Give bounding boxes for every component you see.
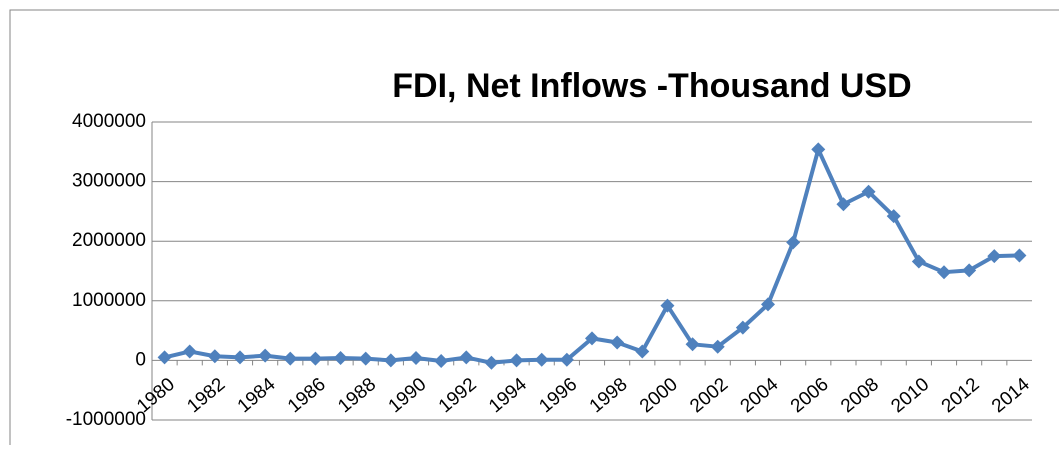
y-tick-label: 3000000 [72, 171, 146, 192]
point [233, 350, 247, 365]
y-tick-label: 1000000 [72, 290, 146, 311]
point [207, 349, 222, 364]
point [308, 351, 323, 366]
point [962, 263, 977, 278]
chart-frame [9, 9, 1059, 450]
point [182, 344, 197, 359]
point [509, 353, 524, 368]
point [434, 353, 449, 368]
point [157, 350, 172, 365]
point [987, 249, 1002, 264]
point [761, 297, 775, 312]
point [258, 348, 273, 363]
point [333, 351, 348, 366]
point [811, 142, 826, 157]
point [383, 353, 398, 368]
point [610, 335, 625, 350]
point [685, 337, 700, 352]
point [836, 197, 851, 212]
point [358, 351, 373, 366]
point [660, 298, 675, 313]
point [409, 351, 423, 366]
point [484, 355, 499, 370]
point [735, 320, 750, 335]
point [1012, 248, 1027, 263]
point [937, 265, 951, 280]
point [635, 344, 650, 359]
point [886, 209, 901, 224]
point [861, 184, 876, 199]
point [534, 352, 549, 367]
point [459, 350, 474, 365]
y-tick-label: -1000000 [66, 409, 146, 430]
point [911, 254, 926, 269]
y-tick-label: 2000000 [72, 230, 146, 251]
point [559, 352, 574, 367]
point [786, 235, 801, 250]
point [283, 351, 298, 366]
chart-title: FDI, Net Inflows -Thousand USD [392, 67, 911, 105]
y-tick-label: 4000000 [72, 111, 146, 132]
point [710, 339, 725, 354]
y-tick-label: 0 [135, 349, 146, 370]
point [585, 331, 599, 346]
